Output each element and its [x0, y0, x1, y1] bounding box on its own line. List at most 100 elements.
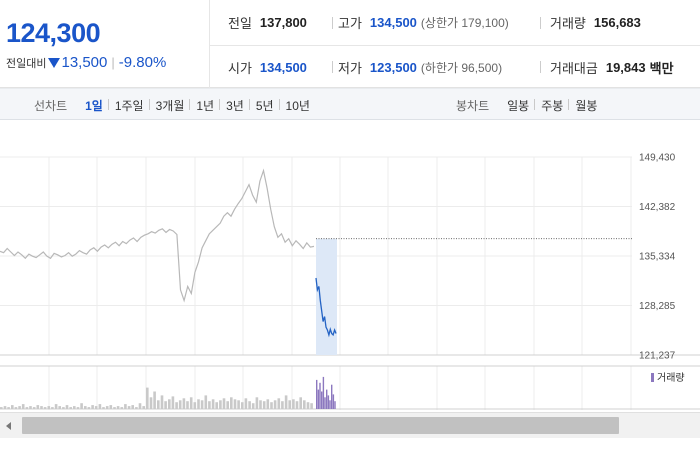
volume-bar — [175, 402, 178, 409]
volume-bar — [321, 391, 323, 409]
divider — [540, 61, 541, 73]
stat-prev: 전일 137,800 — [228, 0, 307, 45]
volume-bar — [164, 401, 167, 409]
volume-bar — [54, 404, 58, 409]
stat-prev-label: 전일 — [228, 16, 252, 31]
volume-bar — [73, 406, 76, 409]
volume-legend: 거래량 — [651, 372, 685, 384]
change-label: 전일대비 — [6, 57, 47, 70]
volume-bar — [7, 407, 10, 409]
previous-day-line — [0, 168, 315, 303]
volume-bar — [69, 407, 72, 409]
volume-bar — [29, 406, 32, 409]
scrollbar-thumb[interactable] — [22, 417, 619, 434]
period-1y[interactable]: 1년 — [189, 97, 220, 114]
stat-prev-value: 137,800 — [259, 15, 307, 30]
volume-bar — [319, 382, 321, 409]
price-chart[interactable]: 149,430 142,382 135,334 128,285 121,237 거래량 — [0, 120, 700, 410]
candle-daily[interactable]: 일봉 — [507, 98, 530, 113]
change-amount: 13,500 — [61, 54, 108, 71]
period-1w[interactable]: 1주일 — [107, 97, 150, 114]
stat-high-value: 134,500 — [369, 15, 417, 30]
volume-bar — [65, 405, 69, 409]
period-1d[interactable]: 1일 — [85, 98, 103, 113]
volume-bar — [131, 405, 134, 409]
scroll-left-icon[interactable] — [4, 420, 14, 432]
stat-volume: 거래량 156,683 — [550, 0, 641, 45]
divider — [540, 17, 541, 29]
y-axis-ticks: 149,430 142,382 135,334 128,285 121,237 — [639, 153, 676, 362]
y-tick-label: 149,430 — [639, 153, 676, 164]
volume-bar — [299, 397, 302, 409]
volume-bar — [80, 403, 83, 409]
stat-amount: 거래대금 19,843 백만 — [550, 46, 674, 88]
volume-bar — [259, 400, 262, 409]
volume-bar — [138, 403, 142, 409]
period-3m[interactable]: 3개월 — [148, 97, 191, 114]
candle-chart-title: 봉차트 — [456, 98, 490, 113]
y-tick-label: 142,382 — [639, 202, 676, 213]
period-5y[interactable]: 5년 — [248, 97, 280, 114]
stat-low-value: 123,500 — [369, 59, 417, 75]
current-price-box: 124,300 전일대비 13,500 | -9.80% — [0, 0, 210, 88]
volume-bar — [317, 389, 320, 409]
volume-bar — [326, 389, 328, 409]
stats-row-2: 시가 134,500 저가 123,500 (하한가 96,500) 거래대금 … — [210, 46, 700, 88]
stats-row-1: 전일 137,800 고가 134,500 (상한가 179,100) 거래량 … — [210, 0, 700, 46]
down-triangle-icon — [48, 57, 61, 68]
volume-bars — [0, 376, 336, 409]
volume-bar — [135, 407, 138, 409]
line-chart-periods: 선차트 1일 1주일 3개월 1년 3년 5년 10년 — [34, 89, 316, 121]
volume-bar — [233, 399, 237, 409]
volume-bar — [120, 407, 124, 409]
volume-bar — [94, 406, 98, 409]
volume-bar — [255, 397, 259, 409]
volume-bar — [182, 398, 186, 409]
volume-bar — [226, 401, 229, 409]
volume-bar — [292, 399, 295, 409]
chart-toolbar: 선차트 1일 1주일 3개월 1년 3년 5년 10년 봉차트 일봉 주봉 월봉 — [0, 88, 700, 120]
y-tick-label: 128,285 — [639, 301, 676, 312]
volume-bar — [262, 401, 266, 409]
candle-monthly[interactable]: 월봉 — [568, 97, 603, 114]
volume-bar — [178, 400, 182, 409]
volume-bar — [105, 406, 109, 409]
volume-bar — [211, 399, 215, 409]
price-change: 전일대비 13,500 | -9.80% — [6, 54, 166, 71]
stat-open-value: 134,500 — [259, 59, 307, 75]
volume-bar — [168, 399, 171, 409]
volume-bar — [222, 398, 226, 409]
y-tick-label: 121,237 — [639, 351, 676, 362]
volume-bar — [160, 395, 164, 409]
stat-high-label: 고가 — [338, 16, 362, 31]
volume-bar — [153, 391, 156, 409]
volume-bar — [47, 406, 51, 409]
chart-scrollbar[interactable] — [0, 412, 700, 438]
volume-bar — [230, 397, 233, 409]
period-3y[interactable]: 3년 — [219, 97, 250, 114]
stat-amount-label: 거래대금 — [550, 60, 598, 76]
volume-bar — [244, 398, 248, 409]
period-10y[interactable]: 10년 — [278, 97, 316, 114]
candle-weekly[interactable]: 주봉 — [534, 97, 569, 114]
volume-bar — [98, 404, 102, 409]
volume-bar — [189, 397, 193, 409]
volume-bar — [322, 376, 325, 409]
stat-low-label: 저가 — [338, 60, 362, 76]
volume-bar — [102, 407, 105, 409]
volume-bar — [284, 395, 288, 409]
volume-bar — [157, 400, 160, 409]
volume-bar — [171, 396, 175, 409]
volume-bar — [288, 400, 291, 409]
volume-bar — [306, 402, 310, 409]
price-stats: 전일 137,800 고가 134,500 (상한가 179,100) 거래량 … — [210, 0, 700, 88]
volume-bar — [273, 400, 277, 409]
today-price-line — [315, 277, 337, 338]
volume-bar — [91, 405, 94, 409]
volume-bar — [76, 407, 80, 409]
volume-bar — [3, 406, 7, 409]
volume-bar — [204, 395, 208, 409]
stat-amount-unit: 백만 — [649, 60, 674, 76]
volume-legend-label: 거래량 — [657, 372, 685, 384]
